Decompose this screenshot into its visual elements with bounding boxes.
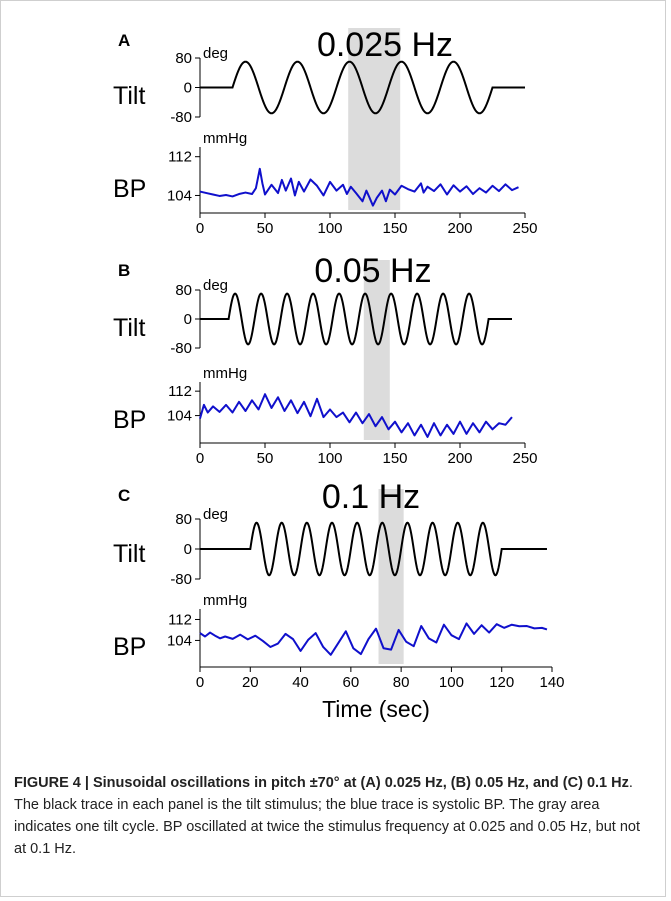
bp-tick-label-b: 112 [168,383,192,400]
x-tick-label-c: 80 [393,674,410,691]
x-tick-label-a: 100 [317,220,342,237]
frequency-label-c: 0.1 Hz [322,478,420,516]
x-tick-label-b: 50 [257,450,274,467]
caption-title: FIGURE 4 | Sinusoidal oscillations in pi… [14,775,629,791]
x-tick-label-c: 120 [489,674,514,691]
figure-chart: A 0.025 Hz Tilt 80 0 -80 deg BP 112 104 mmHg 0 50 100… [113,26,565,722]
x-axis-title-c: Time (sec) [322,696,430,722]
bp-row-label-c: BP [113,633,146,661]
x-tick-label-c: 40 [292,674,309,691]
tilt-unit-label-a: deg [203,45,228,62]
bp-tick-label-c: 112 [168,611,192,628]
frequency-label-b: 0.05 Hz [314,252,431,290]
shaded-cycle-c [378,489,404,664]
panel-letter-a: A [118,31,130,50]
tilt-tick-label-b: -80 [170,340,192,357]
tilt-row-label-b: Tilt [113,314,145,342]
bp-row-label-b: BP [113,406,146,434]
x-tick-label-a: 200 [447,220,472,237]
bp-tick-label-a: 112 [168,149,192,166]
tilt-tick-label-a: -80 [170,109,192,126]
shaded-cycle-b [363,260,390,440]
bp-trace-b [199,393,513,438]
x-tick-label-a: 50 [257,220,274,237]
x-tick-label-a: 250 [512,220,537,237]
bp-unit-label-c: mmHg [203,592,247,609]
bp-row-label-a: BP [113,175,146,203]
bp-tick-label-c: 104 [167,632,192,649]
bp-trace-a [199,167,519,207]
x-tick-label-a: 150 [382,220,407,237]
x-tick-label-b: 200 [447,450,472,467]
x-tick-label-c: 20 [242,674,259,691]
x-tick-label-b: 250 [512,450,537,467]
shaded-cycle-a [348,28,401,210]
bp-unit-label-b: mmHg [203,365,247,382]
panel-letter-c: C [118,486,130,505]
tilt-tick-label-c: 0 [184,541,192,558]
x-tick-label-b: 0 [196,450,204,467]
x-tick-label-c: 0 [196,674,204,691]
bp-tick-label-a: 104 [167,187,192,204]
x-tick-label-c: 100 [439,674,464,691]
frequency-label-a: 0.025 Hz [317,26,453,64]
panel-letter-b: B [118,261,130,280]
tilt-trace-b [200,292,512,346]
tilt-tick-label-c: -80 [170,571,192,588]
tilt-unit-label-b: deg [203,277,228,294]
tilt-tick-label-a: 80 [175,50,192,67]
tilt-unit-label-c: deg [203,506,228,523]
tilt-tick-label-b: 0 [184,311,192,328]
bp-trace-c [199,622,548,656]
x-tick-label-a: 0 [196,220,204,237]
figure-caption: FIGURE 4 | Sinusoidal oscillations in pi… [0,764,666,860]
tilt-row-label-a: Tilt [113,82,145,110]
tilt-tick-label-c: 80 [175,511,192,528]
x-tick-label-c: 140 [539,674,564,691]
tilt-row-label-c: Tilt [113,540,145,568]
caption-body: . The black trace in each panel is the t… [14,775,640,857]
x-tick-label-b: 150 [382,450,407,467]
tilt-trace-a [200,60,525,115]
x-tick-label-b: 100 [317,450,342,467]
tilt-tick-label-b: 80 [175,282,192,299]
bp-tick-label-b: 104 [167,408,192,425]
bp-unit-label-a: mmHg [203,130,247,147]
tilt-trace-c [200,521,547,577]
tilt-tick-label-a: 0 [184,80,192,97]
x-tick-label-c: 60 [343,674,360,691]
